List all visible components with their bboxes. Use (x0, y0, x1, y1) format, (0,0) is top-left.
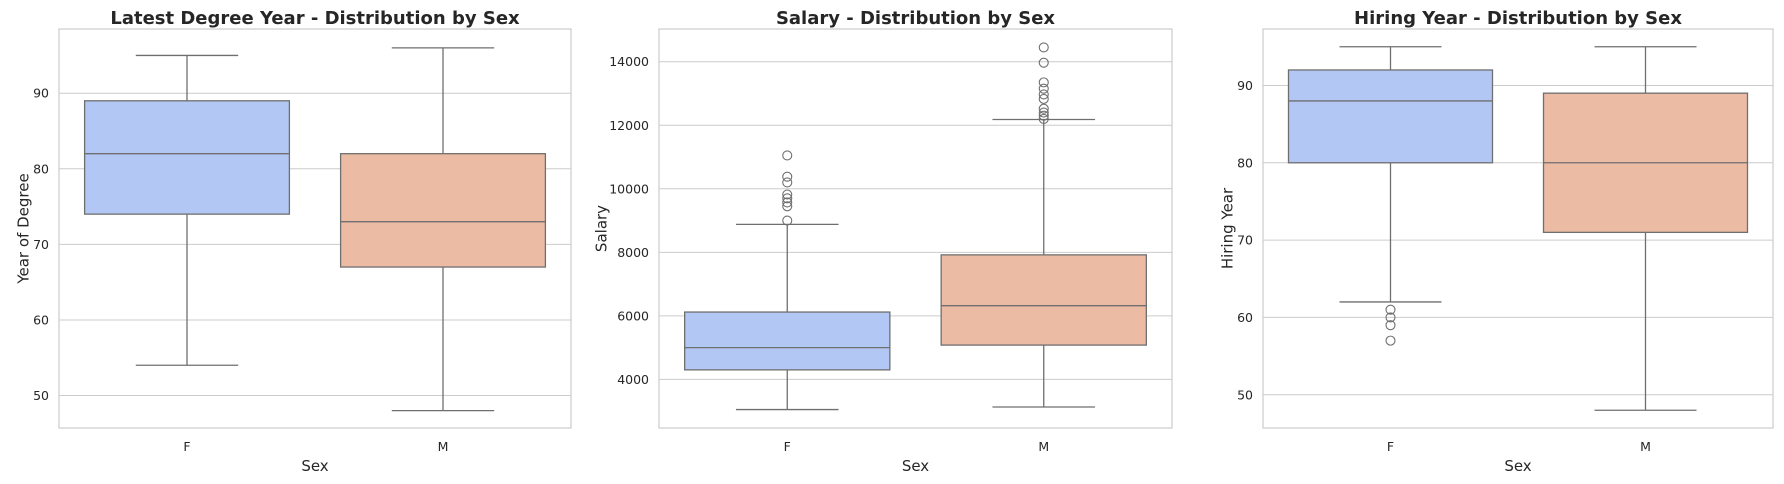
chart-title: Salary - Distribution by Sex (776, 8, 1055, 29)
iqr-box (684, 311, 891, 371)
x-axis-label: Sex (1504, 457, 1531, 475)
box-m (339, 47, 547, 412)
y-tick-label: 10000 (609, 181, 649, 196)
x-axis-label: Sex (301, 457, 328, 475)
outlier-point (782, 177, 793, 188)
y-tick-label: 70 (33, 237, 49, 252)
outlier-point (1038, 83, 1049, 94)
iqr-box (940, 254, 1148, 346)
outlier-point (1385, 335, 1396, 346)
iqr-box (339, 153, 547, 268)
outlier-point (782, 150, 793, 161)
chart-panel-2: 4000 6000 8000 10000 12000 14000 F M Salary - Di… (593, 8, 1173, 475)
outlier-point (782, 201, 793, 212)
y-tick-label: 80 (33, 161, 49, 176)
outlier-point (1038, 42, 1049, 53)
y-axis-label: Year of Degree (14, 173, 32, 284)
outlier-point (1385, 320, 1396, 331)
box-f (1287, 46, 1494, 346)
x-tick-label: F (183, 439, 190, 454)
box-m (1542, 46, 1749, 411)
box-f (83, 54, 291, 366)
y-tick-label: 60 (1237, 310, 1253, 325)
y-tick-label: 60 (33, 312, 49, 327)
y-axis-label: Hiring Year (1218, 187, 1236, 269)
chart-title: Latest Degree Year - Distribution by Sex (110, 8, 520, 29)
x-tick-label: M (1038, 439, 1049, 454)
outlier-point (1385, 304, 1396, 315)
y-tick-label: 80 (1237, 155, 1253, 170)
box-f (684, 150, 891, 411)
y-tick-label: 14000 (609, 54, 649, 69)
y-tick-label: 6000 (617, 308, 649, 323)
outlier-point (1038, 107, 1049, 118)
x-axis-label: Sex (902, 457, 929, 475)
y-axis-label: Salary (593, 205, 611, 252)
x-tick-label: F (784, 439, 791, 454)
y-tick-label: 70 (1237, 233, 1253, 248)
outlier-point (1038, 57, 1049, 68)
outlier-point (1038, 110, 1049, 121)
box-m (940, 42, 1148, 408)
y-tick-label: 12000 (609, 118, 649, 133)
plot-frame (1262, 28, 1774, 429)
outlier-point (782, 189, 793, 200)
outlier-point (782, 215, 793, 226)
outlier-point (1038, 113, 1049, 124)
y-tick-label: 50 (33, 388, 49, 403)
x-tick-label: M (1640, 439, 1651, 454)
x-tick-label: F (1387, 439, 1394, 454)
outlier-point (1038, 93, 1049, 104)
plot-frame (658, 28, 1173, 429)
outlier-point (1038, 103, 1049, 114)
outlier-point (782, 197, 793, 208)
iqr-box (83, 100, 291, 215)
y-tick-label: 90 (1237, 78, 1253, 93)
plot-frame (58, 28, 572, 429)
chart-title: Hiring Year - Distribution by Sex (1354, 8, 1682, 29)
x-tick-label: M (438, 439, 449, 454)
y-tick-label: 50 (1237, 387, 1253, 402)
y-tick-label: 90 (33, 86, 49, 101)
y-tick-label: 4000 (617, 372, 649, 387)
iqr-box (1287, 69, 1494, 164)
outlier-point (782, 193, 793, 204)
chart-panel-3: 50 60 70 80 90 F M Hiring Year - Distribution b… (1218, 8, 1774, 475)
outlier-point (1038, 89, 1049, 100)
outlier-point (1038, 77, 1049, 88)
outlier-point (1385, 312, 1396, 323)
outlier-point (782, 171, 793, 182)
chart-panel-1: 50 60 70 80 90 F M Latest Degree Year - Distrib… (14, 8, 572, 475)
y-tick-label: 8000 (617, 245, 649, 260)
